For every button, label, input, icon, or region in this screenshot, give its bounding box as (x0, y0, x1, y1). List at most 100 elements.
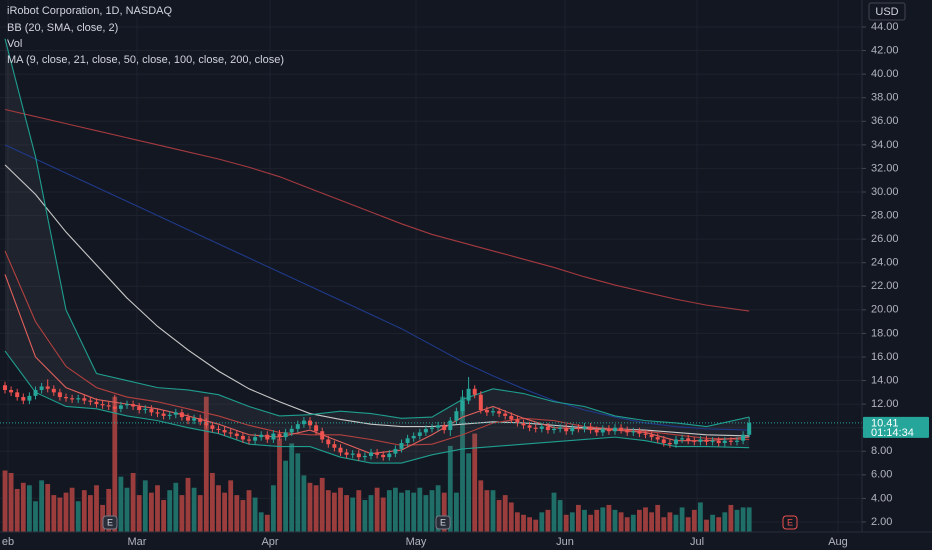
volume-bar (661, 517, 667, 532)
volume-bar (386, 490, 392, 532)
y-tick-label: 22.00 (871, 280, 899, 292)
y-tick-label: 36.00 (871, 115, 899, 127)
candle-body (125, 404, 129, 406)
indicator-line (4, 144, 750, 431)
y-tick-label: 14.00 (871, 374, 899, 386)
earnings-label[interactable]: E (107, 517, 113, 527)
volume-bar (527, 517, 532, 532)
candle-body (741, 434, 746, 441)
candle-body (570, 427, 575, 432)
volume-bar (344, 495, 349, 532)
volume-bar (496, 500, 502, 532)
candle-body (21, 397, 26, 401)
x-tick-label: Mar (128, 536, 147, 548)
candle-body (253, 437, 258, 441)
y-tick-label: 20.00 (871, 304, 899, 316)
volume-bar (136, 495, 142, 532)
earnings-marker[interactable] (435, 515, 451, 530)
candle-body (210, 425, 215, 429)
candle-body (94, 401, 99, 405)
volume-bar (161, 500, 166, 532)
candle-body (509, 415, 514, 420)
volume-bar (149, 492, 154, 532)
x-tick-label: Jul (690, 536, 704, 548)
candle-body (625, 430, 630, 433)
volume-bar (417, 487, 423, 532)
volume-bar (155, 485, 160, 532)
candle-body (375, 452, 380, 455)
candle-body (411, 435, 416, 439)
volume-bar (2, 470, 8, 532)
volume-bar (258, 512, 264, 532)
volume-bar (716, 517, 722, 532)
candle-body (161, 413, 166, 416)
candle-body (576, 427, 581, 429)
volume-bar (588, 514, 593, 532)
candle-body (667, 443, 672, 445)
earnings-label[interactable]: E (787, 517, 793, 527)
candle-body (686, 438, 691, 441)
currency-box[interactable] (868, 2, 906, 21)
candle-body (558, 427, 563, 429)
candle-body (405, 438, 410, 444)
candle-body (350, 453, 355, 455)
volume-bar (240, 500, 246, 532)
candle-body (564, 427, 569, 432)
volume-bar (197, 495, 203, 532)
candle-body (491, 411, 495, 413)
candle-body (186, 417, 190, 421)
candle-body (88, 400, 93, 402)
last-price-box (863, 416, 929, 438)
volume-bar (728, 504, 734, 532)
volume-bar (313, 485, 319, 532)
candle-body (240, 435, 245, 440)
volume-bar (338, 487, 343, 532)
volume-bar (582, 509, 587, 532)
candle-body (155, 412, 160, 414)
volume-bar (551, 492, 557, 532)
candle-body (149, 408, 154, 413)
earnings-marker[interactable] (102, 515, 118, 530)
candle-body (710, 440, 715, 442)
volume-bar (222, 492, 227, 532)
y-tick-label: 32.00 (871, 162, 899, 174)
candle-body (222, 430, 227, 433)
candle-body (497, 411, 502, 414)
candle-body (39, 386, 44, 390)
volume-bar (246, 490, 252, 532)
candle-body (173, 412, 178, 415)
candle-body (118, 405, 123, 409)
candle-body (192, 418, 197, 421)
candle-body (112, 406, 117, 409)
candle-body (228, 432, 233, 434)
volume-bar (637, 509, 642, 532)
earnings-marker[interactable] (782, 515, 798, 530)
candle-body (637, 431, 642, 434)
candle-body (100, 404, 105, 406)
candle-body (484, 410, 489, 413)
indicator-bb: BB (20, SMA, close, 2) (7, 22, 118, 34)
candle-body (527, 425, 532, 428)
volume-bar (167, 490, 173, 532)
candle-body (454, 411, 459, 421)
volume-bar (45, 484, 51, 532)
volume-bar (435, 485, 441, 532)
candle-body (478, 394, 483, 411)
candle-body (552, 428, 556, 431)
volume-bar (515, 512, 520, 532)
candle-body (216, 428, 221, 431)
candle-body (417, 432, 422, 436)
volume-bar (569, 512, 575, 532)
candle-body (9, 389, 14, 393)
candle-body (259, 434, 264, 438)
earnings-label[interactable]: E (440, 517, 446, 527)
volume-bar (94, 485, 99, 532)
candle-body (716, 440, 721, 444)
volume-bar (325, 490, 331, 532)
candle-body (503, 413, 508, 416)
volume-bar (508, 502, 514, 532)
currency[interactable]: USD (875, 6, 898, 18)
candle-body (430, 427, 434, 429)
last-price-label: 10.41 (871, 417, 899, 429)
